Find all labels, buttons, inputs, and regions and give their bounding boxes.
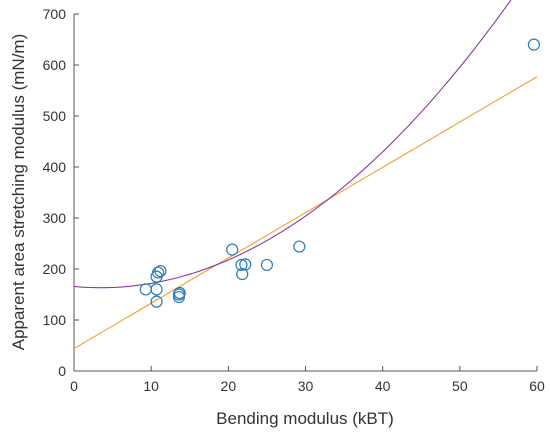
data-point [527,38,541,51]
y-tick-label: 300 [43,210,67,226]
x-axis-title: Bending modulus (kBT) [216,409,394,428]
y-tick-label: 700 [43,6,67,22]
data-point [139,283,152,296]
data-point [293,240,306,253]
y-tick-label: 0 [58,363,66,379]
data-point [173,286,186,300]
data-point [152,266,165,279]
x-tick-label: 0 [70,378,78,394]
data-point [260,258,274,272]
linear-fit-line [73,76,538,350]
x-tick-label: 60 [529,378,545,394]
data-point [235,258,248,272]
y-tick-label: 200 [43,261,67,277]
x-tick-label: 40 [375,378,391,394]
x-tick-label: 10 [143,378,159,394]
data-point [154,264,167,278]
x-tick-label: 30 [298,378,314,394]
y-tick-label: 400 [43,159,67,175]
fit-lines [73,0,538,350]
x-tick-label: 50 [452,378,468,394]
data-point [150,283,163,296]
x-tick-label: 20 [221,378,237,394]
data-point [226,243,239,256]
y-axis-title: Apparent area stretching modulus (mN/m) [9,34,28,351]
quadratic-fit-curve [73,0,512,289]
data-point [150,295,163,308]
y-ticks: 0 100 200 300 400 500 600 700 [43,6,79,379]
axes [73,14,537,372]
y-tick-label: 100 [43,312,67,328]
x-ticks: 0 10 20 30 40 50 60 [70,366,545,394]
data-points [139,38,541,308]
y-tick-label: 500 [43,108,67,124]
y-tick-label: 600 [43,57,67,73]
data-point [239,258,252,271]
